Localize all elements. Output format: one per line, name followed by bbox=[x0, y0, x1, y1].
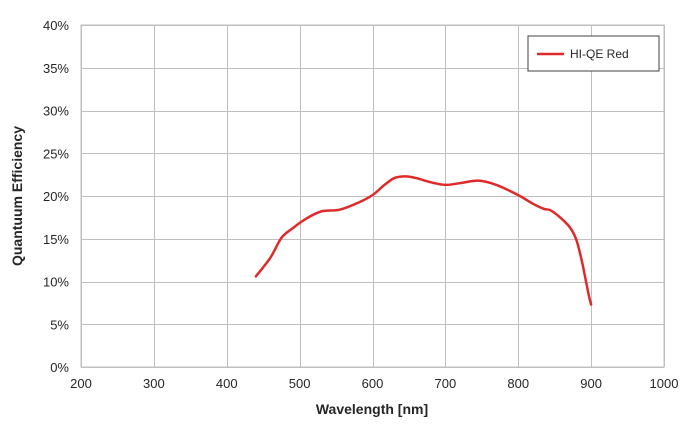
x-axis-label: Wavelength [nm] bbox=[316, 401, 428, 417]
y-tick-label: 0% bbox=[50, 360, 69, 375]
grid bbox=[80, 24, 665, 368]
x-tick-label: 600 bbox=[362, 376, 384, 391]
x-tick-label: 400 bbox=[216, 376, 238, 391]
tick-labels: 200 300 400 500 600 700 800 900 1000 0% 5% 10% 15% 20… bbox=[43, 18, 678, 391]
x-tick-label: 1000 bbox=[650, 376, 679, 391]
x-tick-label: 900 bbox=[580, 376, 602, 391]
x-tick-label: 500 bbox=[289, 376, 311, 391]
y-tick-label: 15% bbox=[43, 232, 69, 247]
x-tick-label: 300 bbox=[143, 376, 165, 391]
series-group bbox=[254, 175, 593, 306]
y-tick-label: 40% bbox=[43, 18, 69, 33]
x-tick-label: 800 bbox=[507, 376, 529, 391]
y-tick-label: 10% bbox=[43, 275, 69, 290]
y-tick-label: 25% bbox=[43, 146, 69, 161]
y-tick-label: 5% bbox=[50, 317, 69, 332]
legend-label: HI-QE Red bbox=[570, 47, 629, 61]
x-tick-label: 200 bbox=[70, 376, 92, 391]
series-line-hi-qe-red bbox=[254, 175, 593, 306]
y-axis-label: Quantuum Efficiency bbox=[9, 126, 25, 266]
x-tick-label: 700 bbox=[435, 376, 457, 391]
legend: HI-QE Red bbox=[527, 35, 660, 72]
y-tick-label: 35% bbox=[43, 61, 69, 76]
y-tick-label: 20% bbox=[43, 189, 69, 204]
y-tick-label: 30% bbox=[43, 104, 69, 119]
